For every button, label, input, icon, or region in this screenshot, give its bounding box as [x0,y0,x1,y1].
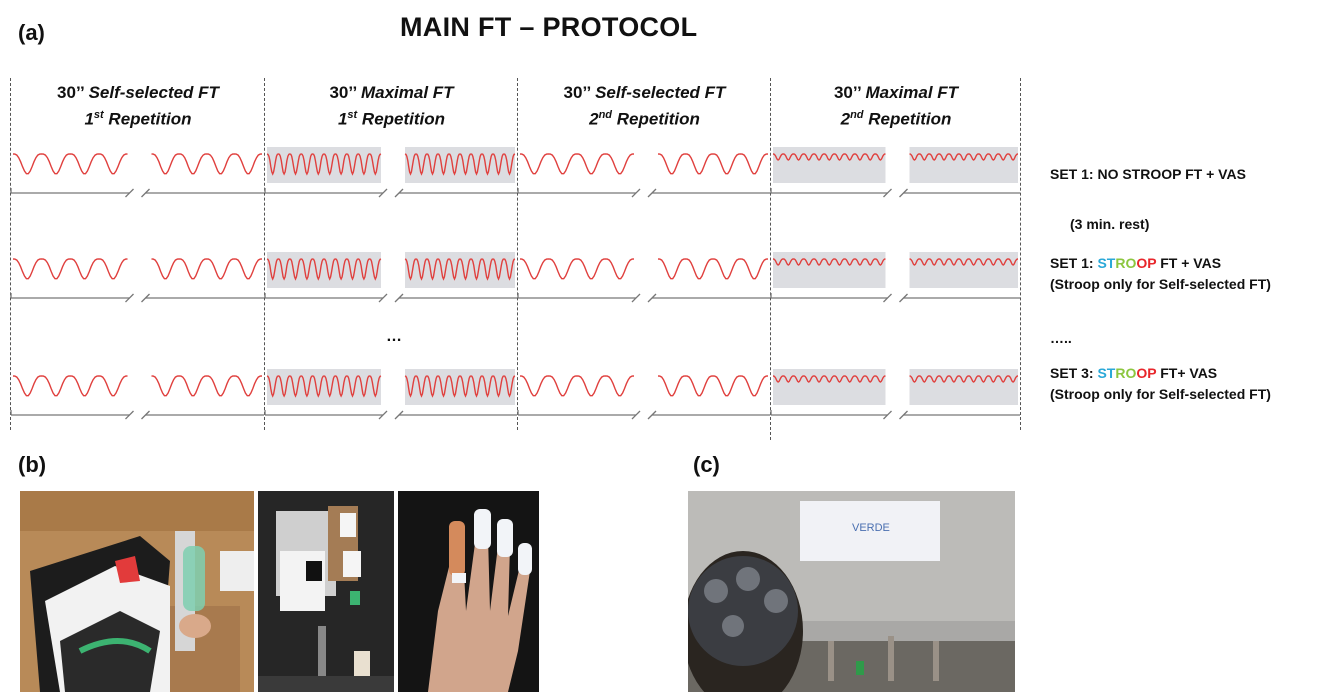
axis-break-mark [394,410,404,420]
set1-stroop-label: SET 1: STROOP FT + VAS [1050,255,1222,271]
subject-facing-screen-image [688,491,1015,692]
axis-break-mark [883,410,892,420]
panel-c-label: (c) [693,452,720,477]
maximal-trial-shade [405,147,515,183]
tapping-signal-trace [151,258,263,280]
axis-break-mark [141,293,150,303]
axis-break-mark [631,410,641,420]
set3-stroop-label: SET 3: STROOP FT+ VAS [1050,365,1218,381]
axis-break-mark [378,188,388,198]
column-header-1: 30’’ Self-selected FT 1st Repetition [57,83,219,129]
axis-break-mark [883,293,892,303]
maximal-trial-shade [909,252,1018,288]
axis-break-mark [647,410,657,420]
finger-device-photo-1 [20,491,254,692]
axis-break-mark [125,293,134,303]
tapping-signal-trace [909,153,1019,161]
column-divider [264,78,265,430]
tapping-signal-trace [519,375,635,397]
rest-label: (3 min. rest) [1070,216,1150,232]
maximal-trial-shade [405,252,515,288]
tapping-signal-trace [909,258,1019,266]
tapping-signal-trace [772,258,886,266]
tapping-signal-trace [266,375,382,398]
maximal-trial-shade [773,147,886,183]
maximal-trial-shade [267,252,381,288]
column-header-3: 30’’ Self-selected FT 2nd Repetition [563,83,726,129]
device-top-view-image [258,491,394,692]
column-divider [1020,78,1021,430]
column-divider [517,78,518,430]
axis-break-mark [883,188,892,198]
fingertip-markers-photo [398,491,539,692]
panel-a-label: (a) [18,20,45,45]
axis-break-mark [125,410,134,420]
axis-break-mark [394,293,404,303]
hand-with-markers-image [398,491,539,692]
column-header-4: 30’’ Maximal FT 2nd Repetition [833,83,959,129]
axis-break-mark [631,293,641,303]
set1-stroop-note: (Stroop only for Self-selected FT) [1050,276,1271,292]
device-on-hand-image [20,491,254,692]
panel-b-label: (b) [18,452,47,477]
tapping-signal-trace [12,153,128,175]
set1-no-stroop-label: SET 1: NO STROOP FT + VAS [1050,166,1246,182]
column-divider [770,78,771,440]
tapping-signal-trace [12,258,128,280]
maximal-trial-shade [267,369,381,405]
tapping-signal-trace [404,375,516,398]
tapping-signal-trace [909,375,1019,383]
stroop-task-photo: VERDE [688,491,1015,692]
stroop-word: VERDE [852,522,890,534]
tapping-signal-trace [772,153,886,161]
maximal-trial-shade [909,147,1018,183]
axis-break-mark [631,188,641,198]
column-header-2: 30’’ Maximal FT 1st Repetition [329,83,454,129]
tapping-signal-trace [519,258,635,280]
tapping-signal-trace [772,375,886,383]
finger-device-photo-2 [258,491,394,692]
set3-stroop-note: (Stroop only for Self-selected FT) [1050,386,1271,402]
tapping-signal-trace [151,153,263,175]
more-sets-dots: ….. [1050,330,1072,346]
tapping-signal-trace [657,258,769,280]
axis-break-mark [378,410,388,420]
rows-ellipsis: … [386,328,402,345]
tapping-signal-trace [266,258,382,281]
axis-break-mark [899,188,908,198]
axis-break-mark [378,293,388,303]
axis-break-mark [394,188,404,198]
tapping-signal-trace [151,375,263,397]
tapping-signal-trace [657,375,769,397]
tapping-signal-trace [12,375,128,397]
tapping-signal-trace [404,153,516,176]
tapping-signal-trace [657,153,769,175]
tapping-signal-trace [404,258,516,281]
axis-break-mark [141,188,150,198]
axis-break-mark [647,293,657,303]
tapping-signal-trace [519,153,635,175]
column-divider [10,78,11,430]
axis-break-mark [125,188,134,198]
axis-break-mark [141,410,150,420]
maximal-trial-shade [405,369,515,405]
axis-break-mark [899,293,908,303]
axis-break-mark [899,410,908,420]
maximal-trial-shade [909,369,1018,405]
maximal-trial-shade [773,252,886,288]
maximal-trial-shade [773,369,886,405]
tapping-signal-trace [266,153,382,176]
protocol-title: MAIN FT – PROTOCOL [400,12,698,42]
axis-break-mark [647,188,657,198]
maximal-trial-shade [267,147,381,183]
